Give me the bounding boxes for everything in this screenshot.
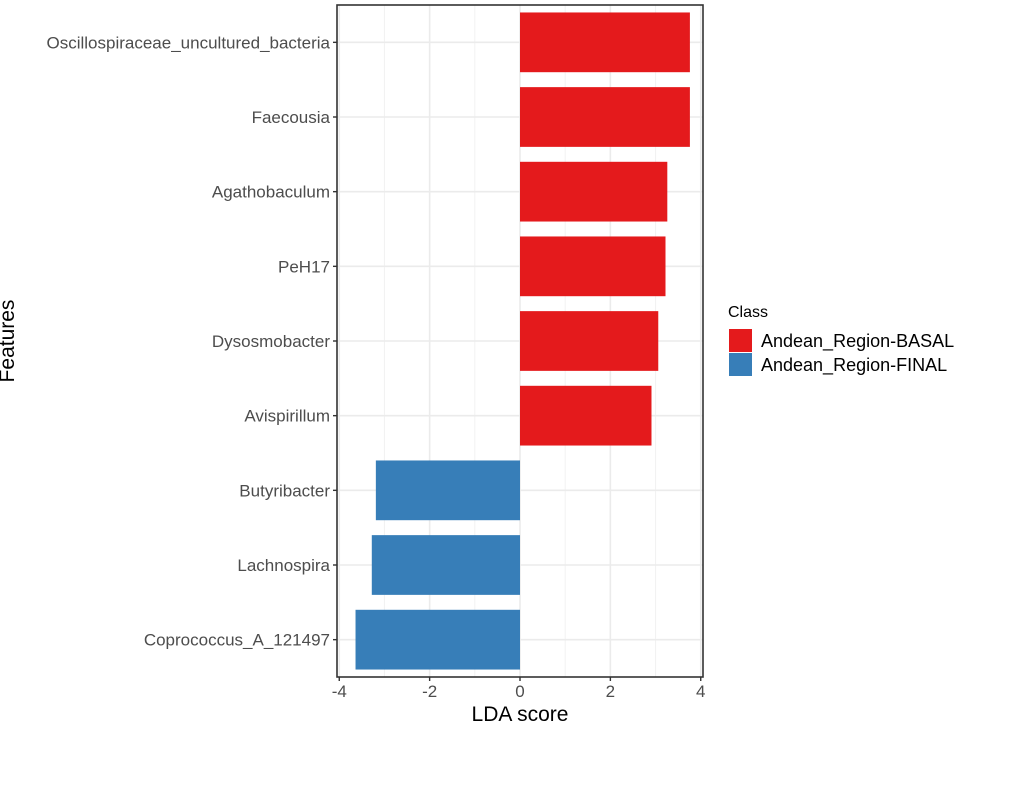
y-tick-label: Avispirillum (244, 407, 330, 426)
y-tick-label: Butyribacter (239, 481, 330, 500)
y-tick-label: Agathobaculum (212, 183, 330, 202)
y-axis-title: Features (0, 300, 19, 383)
legend: Class Andean_Region-BASAL Andean_Region-F… (728, 304, 954, 376)
bar-dysosmobacter (520, 311, 659, 371)
y-axis: Oscillospiraceae_uncultured_bacteria Faec… (47, 33, 337, 650)
x-axis: -4 -2 0 2 4 (332, 677, 705, 701)
bar-oscillospiraceae-uncultured-bacteria (520, 12, 690, 73)
bar-lachnospira (371, 535, 520, 595)
x-tick-label: -2 (422, 682, 437, 701)
y-tick-label: Coprococcus_A_121497 (144, 631, 330, 650)
x-tick-label: 0 (515, 682, 524, 701)
bar-butyribacter (375, 460, 520, 521)
x-axis-title: LDA score (472, 703, 569, 726)
bar-faecousia (520, 87, 690, 147)
y-tick-label: Faecousia (252, 108, 331, 127)
x-tick-label: -4 (332, 682, 347, 701)
x-tick-label: 4 (696, 682, 705, 701)
bars (355, 12, 690, 670)
bar-avispirillum (520, 385, 652, 446)
bar-agathobaculum (520, 161, 668, 222)
legend-label: Andean_Region-FINAL (761, 355, 947, 376)
legend-swatch (729, 329, 752, 352)
legend-title: Class (728, 304, 768, 321)
x-tick-label: 2 (606, 682, 615, 701)
legend-label: Andean_Region-BASAL (761, 331, 954, 352)
y-tick-label: Lachnospira (237, 556, 330, 575)
y-tick-label: Dysosmobacter (212, 332, 330, 351)
bar-peh17 (520, 236, 666, 297)
y-tick-label: PeH17 (278, 257, 330, 276)
legend-swatch (729, 353, 752, 376)
y-tick-label: Oscillospiraceae_uncultured_bacteria (47, 33, 331, 52)
bar-coprococcus-a-121497 (355, 609, 520, 670)
